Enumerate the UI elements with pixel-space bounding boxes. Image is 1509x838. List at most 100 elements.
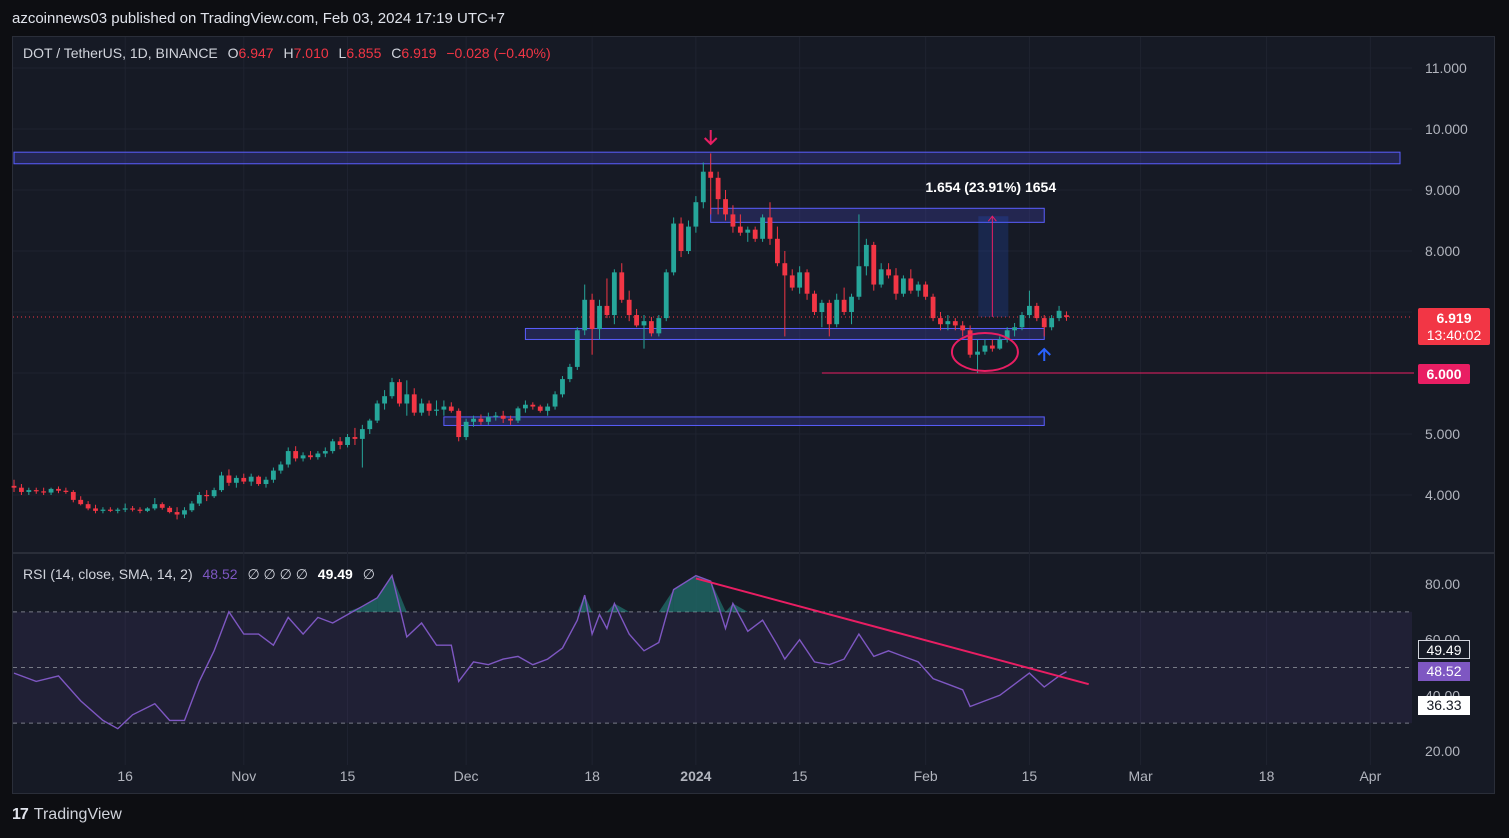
candle-body [100, 509, 106, 511]
candle [48, 487, 54, 495]
candle [886, 263, 891, 279]
candle-body [308, 455, 313, 458]
candle [241, 473, 247, 485]
candle-body [130, 508, 135, 510]
candle-body [604, 305, 610, 316]
candle-body [1027, 305, 1032, 316]
candle [26, 487, 32, 495]
candle [952, 318, 958, 331]
candle [1049, 315, 1055, 331]
candle-body [1041, 318, 1047, 328]
candle-body [945, 321, 951, 325]
low-label: L [338, 45, 347, 61]
rsi-legend-placeholders: ∅ ∅ ∅ ∅ [247, 566, 308, 582]
rsi-overbought-fill [658, 589, 674, 612]
candle-body [322, 451, 328, 454]
candle-body [397, 382, 402, 404]
candle [523, 400, 528, 413]
candle [656, 315, 662, 337]
candle-body [115, 509, 121, 511]
candle [359, 424, 365, 468]
tradingview-logo-icon[interactable]: 17 [12, 806, 29, 823]
candle [204, 490, 210, 502]
candle [1064, 311, 1069, 321]
candle [574, 327, 580, 370]
candle [152, 498, 158, 511]
candle [226, 469, 232, 486]
candle [322, 447, 328, 458]
candle-body [656, 318, 662, 334]
candle [812, 290, 817, 316]
tradingview-brand[interactable]: TradingView [33, 806, 122, 823]
candle [411, 388, 417, 416]
candle-body [908, 278, 914, 291]
candle-body [611, 272, 617, 316]
candle [930, 293, 936, 322]
candle [663, 269, 669, 322]
candle-body [271, 470, 276, 480]
close-value: 6.919 [401, 45, 437, 61]
candle [434, 400, 439, 416]
candle [70, 490, 76, 503]
candle-body [359, 429, 365, 439]
candle [278, 461, 284, 474]
candle [819, 299, 825, 328]
candle [767, 202, 773, 245]
candle [789, 269, 795, 291]
candle-body [634, 315, 639, 326]
candle-body [367, 420, 373, 430]
candle-body [967, 330, 973, 355]
candle-body [901, 278, 906, 294]
price-tick-label: 4.000 [1425, 487, 1460, 503]
candle [315, 451, 321, 460]
candle [567, 363, 573, 383]
candle [708, 153, 714, 215]
candle [1012, 322, 1017, 337]
candle-body [137, 509, 143, 511]
candle-body [574, 330, 580, 367]
rsi-tick-label: 80.00 [1425, 576, 1460, 592]
price-tick-label: 8.000 [1425, 243, 1460, 259]
candle-body [174, 512, 180, 515]
time-tick-label: 15 [792, 768, 808, 784]
measure-arrow-icon [987, 215, 997, 222]
candle-body [545, 406, 551, 411]
top-bar: azcoinnews03 published on TradingView.co… [0, 0, 1509, 36]
candle-body [893, 275, 899, 294]
rsi-legend-value: 48.52 [202, 566, 238, 582]
candle [56, 486, 61, 494]
candle-body [26, 490, 32, 492]
candle-body [626, 299, 632, 316]
candle [997, 336, 1003, 350]
candle [352, 427, 358, 445]
price-zone [13, 151, 1401, 165]
candle [619, 263, 625, 303]
candle-body [189, 503, 195, 511]
candle [597, 299, 602, 340]
candle [834, 293, 840, 328]
candle [130, 505, 135, 512]
rsi-legend-tail: ∅ [362, 566, 375, 582]
candle [345, 434, 350, 448]
candle [901, 275, 906, 297]
arrow-up-icon [1037, 347, 1051, 361]
candle [841, 287, 847, 316]
candle-body [19, 487, 24, 492]
candle-body [797, 272, 803, 288]
candle [382, 390, 387, 410]
time-tick-label: Feb [914, 768, 938, 784]
candle-body [515, 408, 521, 421]
candle [1034, 302, 1040, 322]
measure-label: 1.654 (23.91%) 1654 [925, 179, 1056, 195]
symbol-title[interactable]: DOT / TetherUS, 1D, BINANCE [23, 45, 218, 61]
candle [271, 467, 276, 483]
candle [448, 402, 454, 413]
candle-body [782, 263, 788, 276]
candle-body [404, 394, 410, 404]
candle [478, 414, 484, 425]
candle [19, 484, 24, 495]
candle-body [182, 510, 187, 515]
time-tick-label: Dec [454, 768, 479, 784]
rsi-title[interactable]: RSI (14, close, SMA, 14, 2) [23, 566, 193, 582]
